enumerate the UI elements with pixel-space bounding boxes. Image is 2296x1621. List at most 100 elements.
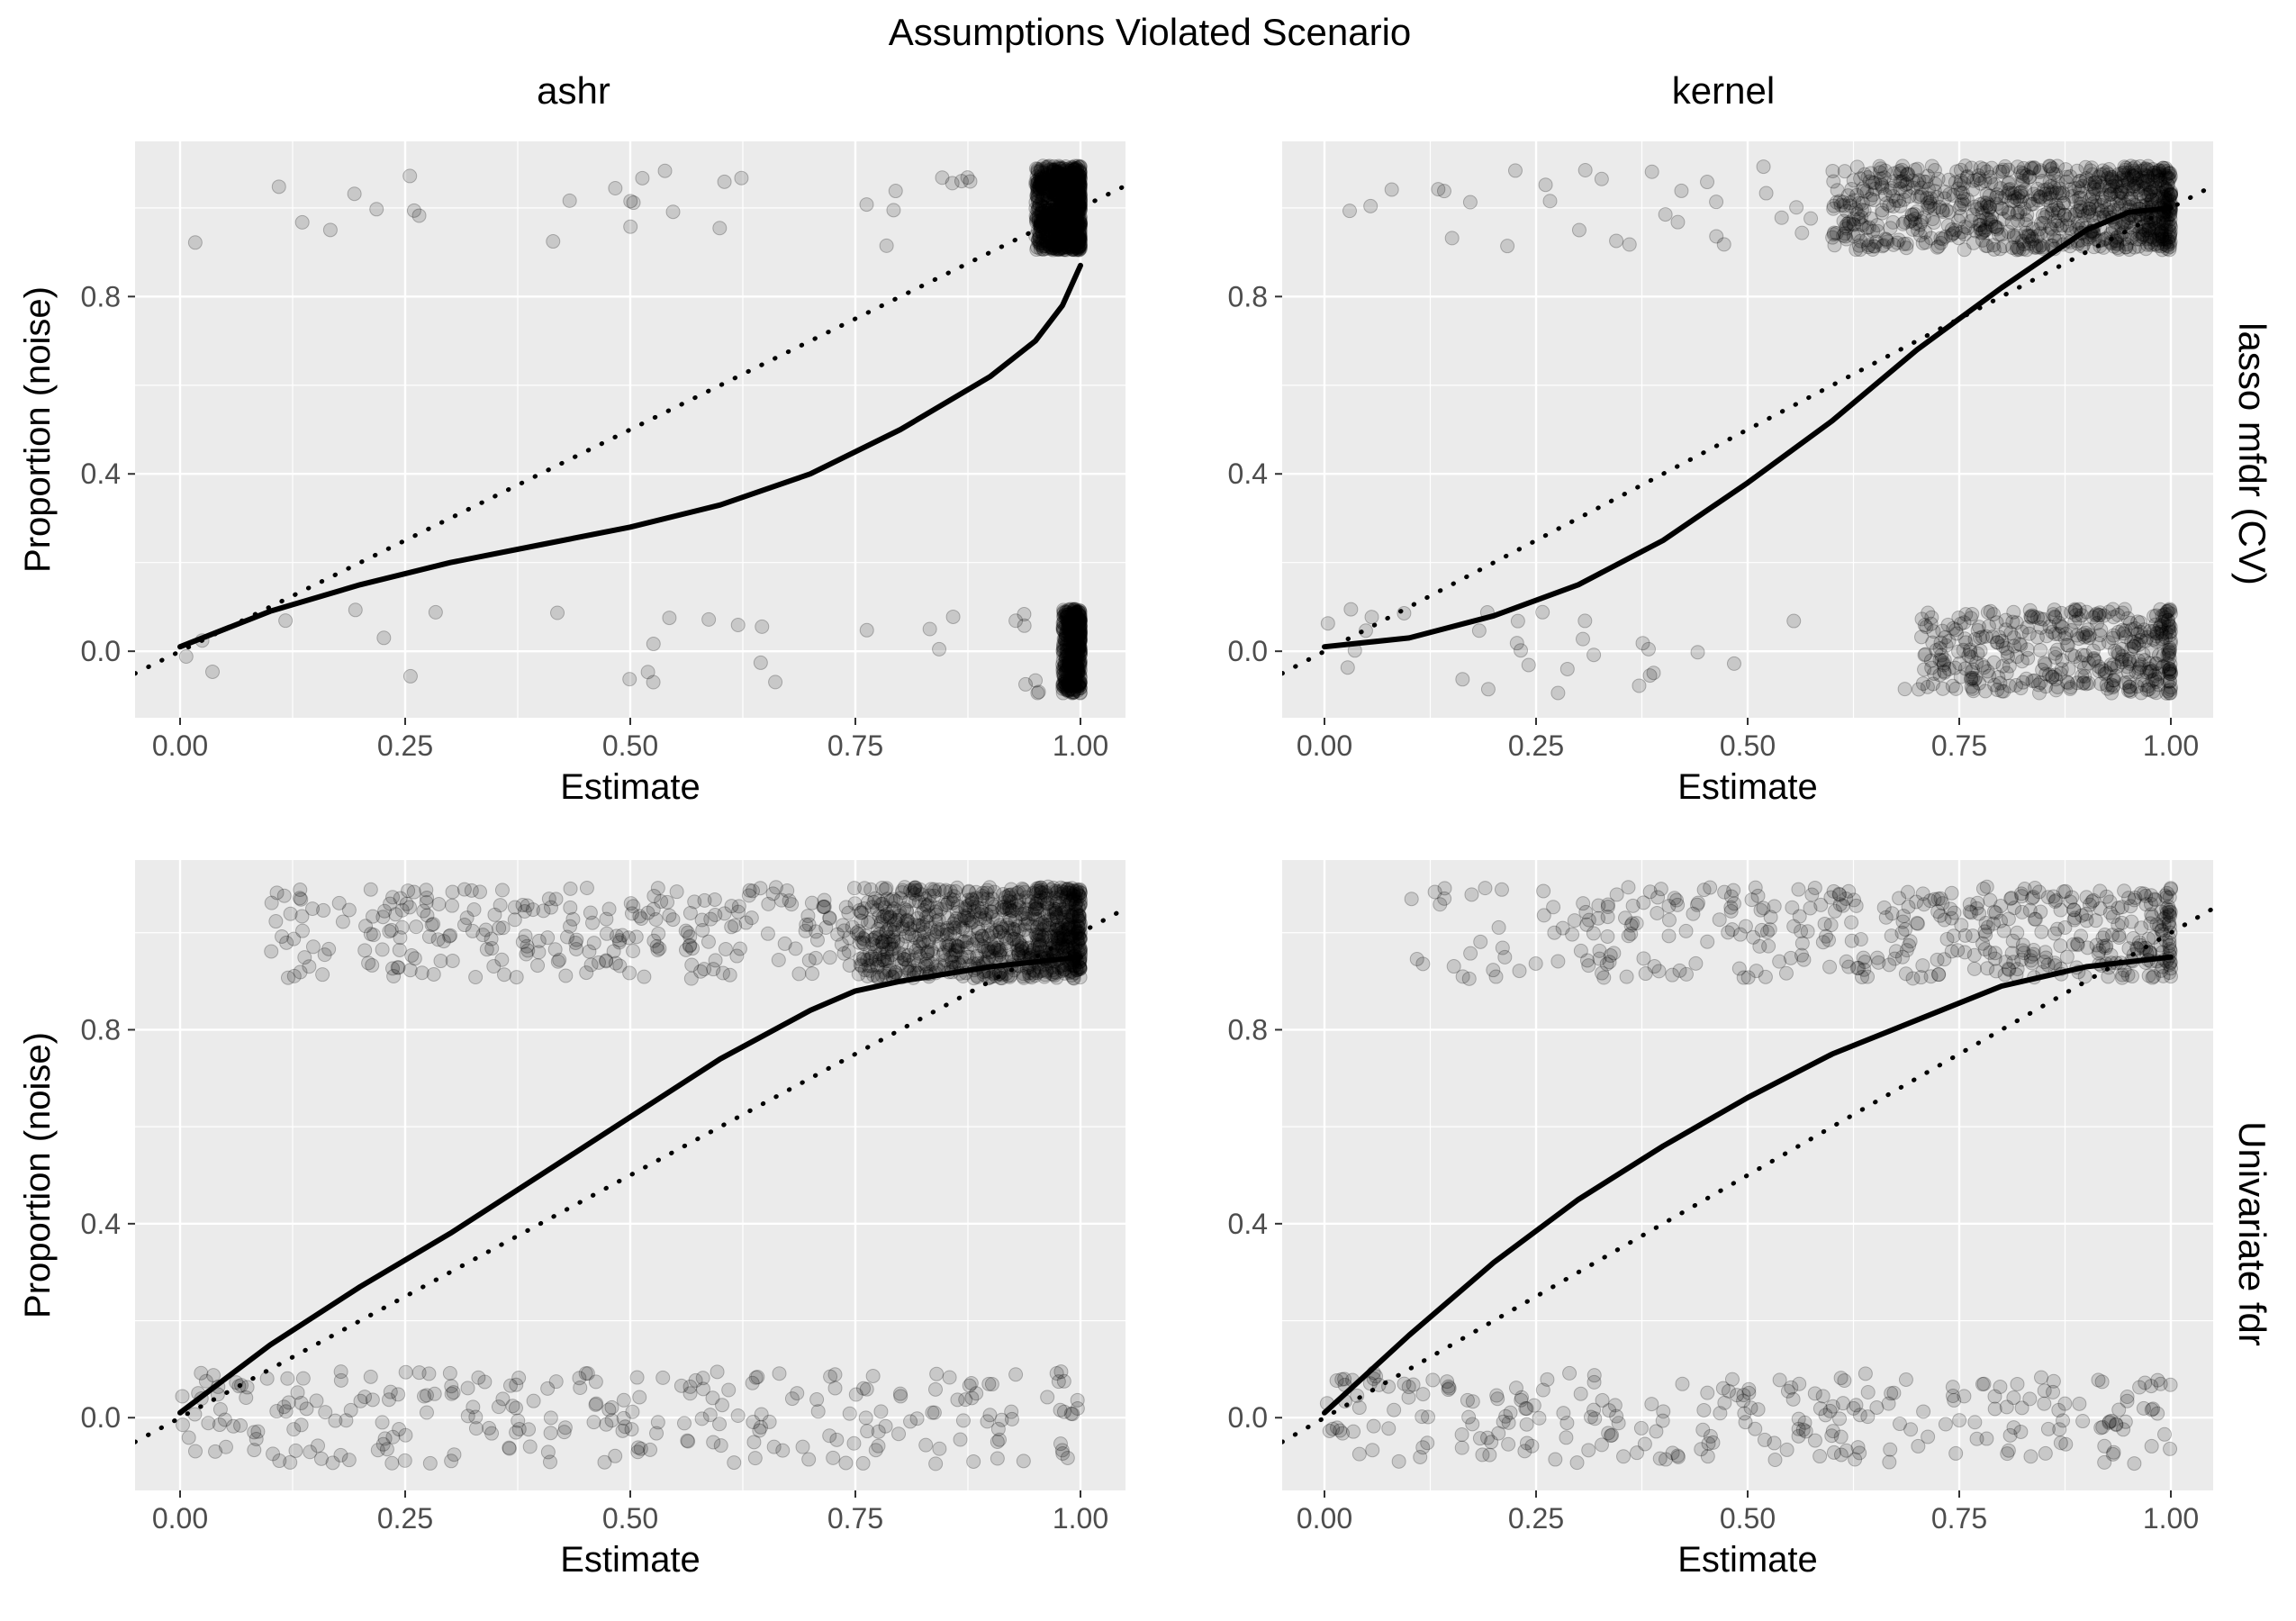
data-point <box>1723 903 1739 919</box>
x-axis-label: Estimate <box>1677 767 1818 807</box>
data-point <box>1028 208 1044 223</box>
data-point <box>1063 635 1079 650</box>
data-point <box>1068 606 1083 621</box>
data-point <box>2072 1396 2087 1411</box>
data-point <box>1072 237 1088 252</box>
data-point <box>1849 187 1865 203</box>
data-point <box>1039 232 1054 248</box>
data-point <box>1964 649 1979 665</box>
data-point <box>1049 222 1064 237</box>
data-point <box>1059 172 1074 187</box>
data-point <box>426 966 441 982</box>
data-point <box>886 932 901 947</box>
data-point <box>2056 207 2072 222</box>
data-point <box>1071 189 1087 204</box>
data-point <box>2047 233 2063 249</box>
data-point <box>2094 190 2110 205</box>
data-point <box>888 184 903 199</box>
data-point <box>1957 158 1973 174</box>
data-point <box>1047 241 1062 257</box>
data-point <box>1061 661 1076 676</box>
data-point <box>2047 926 2063 941</box>
data-point <box>1066 177 1081 193</box>
data-point <box>705 1390 720 1406</box>
data-point <box>623 219 638 234</box>
data-point <box>2155 633 2170 648</box>
data-point <box>1550 685 1566 701</box>
data-point <box>2004 186 2020 201</box>
data-point <box>2102 183 2117 198</box>
data-point <box>1342 204 1357 219</box>
data-point <box>1063 678 1079 693</box>
data-point <box>1985 629 2001 645</box>
data-point <box>1071 172 1086 187</box>
data-point <box>1586 647 1602 663</box>
data-point <box>1035 174 1050 189</box>
data-point <box>1952 177 1967 193</box>
data-point <box>1043 177 1058 193</box>
data-point <box>1072 163 1088 178</box>
data-point <box>2161 621 2176 637</box>
data-point <box>543 1454 558 1470</box>
data-point <box>1072 231 1088 246</box>
data-point <box>1072 620 1088 635</box>
data-point <box>1071 651 1087 666</box>
data-point <box>1028 213 1044 228</box>
data-point <box>1072 218 1088 233</box>
data-point <box>1035 229 1051 244</box>
data-point <box>1048 236 1063 251</box>
data-point <box>1058 678 1073 693</box>
data-point <box>1072 168 1088 184</box>
data-point <box>2010 206 2025 222</box>
data-point <box>1062 224 1077 240</box>
data-point <box>1051 172 1066 187</box>
data-point <box>1068 172 1083 187</box>
data-point <box>1072 240 1088 256</box>
data-point <box>2152 167 2167 182</box>
data-point <box>2162 222 2177 238</box>
data-point <box>2085 186 2101 202</box>
data-point <box>747 1451 763 1466</box>
data-point <box>1060 645 1075 660</box>
data-point <box>1072 657 1088 672</box>
data-point <box>2047 646 2063 661</box>
data-point <box>2012 186 2028 201</box>
data-point <box>445 953 460 968</box>
data-point <box>2067 603 2083 619</box>
data-point <box>1973 213 1988 229</box>
data-point <box>1885 198 1901 213</box>
data-point <box>1061 607 1076 622</box>
data-point <box>1876 238 1892 253</box>
data-point <box>2156 213 2172 229</box>
data-point <box>1044 213 1059 228</box>
data-point <box>1051 168 1066 183</box>
data-point <box>1058 171 1073 186</box>
data-point <box>1948 660 1963 675</box>
data-point <box>1957 945 1973 960</box>
data-point <box>1071 175 1087 190</box>
data-point <box>1072 232 1088 248</box>
data-point <box>1069 647 1084 662</box>
data-point <box>1072 619 1088 634</box>
data-point <box>1946 225 1961 240</box>
data-point <box>2158 213 2174 229</box>
data-point <box>1048 240 1063 256</box>
data-point <box>541 892 556 907</box>
data-point <box>1982 200 1997 215</box>
data-point <box>981 1376 997 1391</box>
data-point <box>1067 221 1082 236</box>
data-point <box>2084 207 2099 222</box>
data-point <box>2038 186 2053 202</box>
data-point <box>2071 631 2086 647</box>
data-point <box>1040 879 1055 894</box>
data-point <box>1067 190 1082 205</box>
data-point <box>2058 174 2074 189</box>
data-point <box>1071 633 1086 648</box>
data-point <box>1070 231 1085 246</box>
data-point <box>1072 647 1088 663</box>
data-point <box>706 1435 721 1450</box>
data-point <box>1636 951 1651 966</box>
data-point <box>1035 216 1050 231</box>
data-point <box>1048 231 1063 247</box>
